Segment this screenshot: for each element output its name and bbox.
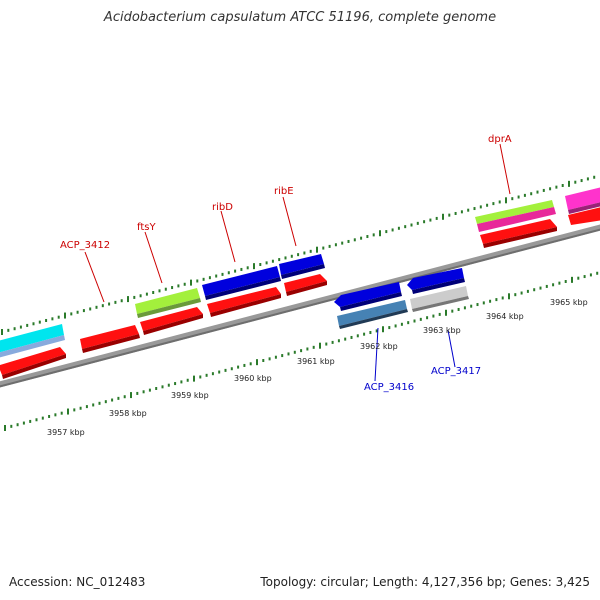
- scale-label-3957: 3957 kbp: [47, 428, 85, 437]
- scale-label-3963: 3963 kbp: [423, 326, 461, 335]
- gene-label-dprA[interactable]: dprA: [488, 134, 512, 145]
- genome-summary-text: Topology: circular; Length: 4,127,356 bp…: [260, 575, 590, 589]
- gene-label-leaders: [84, 143, 511, 382]
- gene-block-ACP_3417[interactable]: [407, 268, 465, 294]
- scale-label-3962: 3962 kbp: [360, 342, 398, 351]
- gene-label-ACP_3412[interactable]: ACP_3412: [60, 240, 110, 251]
- scale-label-3965: 3965 kbp: [550, 298, 588, 307]
- gene-label-ftsY[interactable]: ftsY: [137, 222, 156, 233]
- genome-title: Acidobacterium capsulatum ATCC 51196, co…: [103, 10, 497, 25]
- gene-label-ACP_3416[interactable]: ACP_3416: [364, 382, 414, 393]
- gene-block-ribD[interactable]: [202, 266, 281, 300]
- scale-labels: 3957 kbp 3958 kbp 3959 kbp 3960 kbp 3961…: [47, 298, 588, 437]
- scale-label-3958: 3958 kbp: [109, 409, 147, 418]
- gene-label-ACP_3417[interactable]: ACP_3417: [431, 366, 481, 377]
- gene-block-ACP_3417-lower[interactable]: [410, 286, 469, 312]
- gene-block-ftsY[interactable]: [135, 288, 201, 318]
- gene-block-magenta[interactable]: [565, 185, 600, 214]
- gene-block-dprA[interactable]: [475, 200, 556, 232]
- gene-block-ACP_3416-lower[interactable]: [337, 300, 408, 329]
- gene-label-ribD[interactable]: ribD: [212, 202, 233, 213]
- scale-label-3964: 3964 kbp: [486, 312, 524, 321]
- gene-block-red-row[interactable]: [0, 205, 600, 379]
- scale-label-3959: 3959 kbp: [171, 391, 209, 400]
- accession-text: Accession: NC_012483: [9, 575, 146, 589]
- gene-block-ACP_3416[interactable]: [334, 282, 402, 311]
- gene-block-ribE[interactable]: [279, 254, 325, 279]
- gene-label-ribE[interactable]: ribE: [274, 186, 294, 197]
- scale-label-3961: 3961 kbp: [297, 357, 335, 366]
- genome-backbone: [0, 224, 600, 388]
- scale-label-3960: 3960 kbp: [234, 374, 272, 383]
- tick-row-reverse: [4, 271, 599, 431]
- tick-row-forward: [1, 175, 596, 335]
- gene-block-cyan[interactable]: [0, 324, 65, 360]
